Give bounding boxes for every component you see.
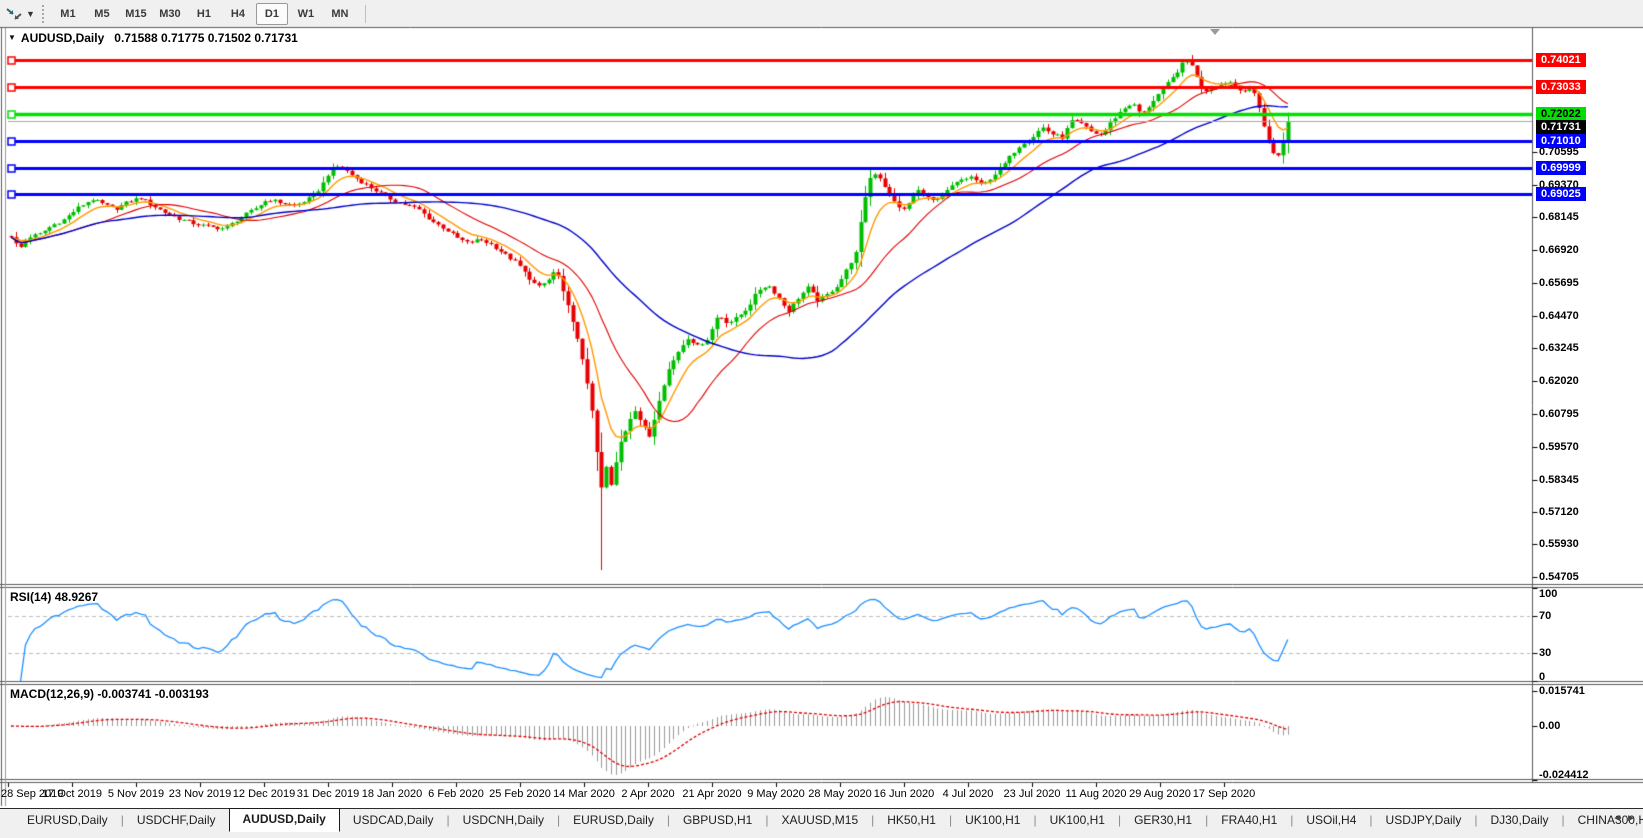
chart-tab-uk100-h1[interactable]: UK100,H1 <box>965 813 1021 827</box>
chart-window: ▼ AUDUSD,Daily 0.71588 0.71775 0.71502 0.7… <box>0 0 1643 808</box>
price-tick-label: 0.66920 <box>1539 244 1579 257</box>
date-tick-label: 16 Jun 2020 <box>873 788 935 800</box>
chart-tab-usdcad-daily[interactable]: USDCAD,Daily <box>352 813 434 827</box>
macd-tick-label: 0.00 <box>1539 720 1561 732</box>
chart-tab-hk50-h1[interactable]: HK50,H1 <box>887 813 936 827</box>
level-price-badge: 0.71010 <box>1536 133 1586 148</box>
chart-ohlc-values: 0.71588 0.71775 0.71502 0.71731 <box>114 31 298 45</box>
chart-tab-usoil-h4[interactable]: USOil,H4 <box>1306 813 1357 827</box>
rsi-tick-label: 70 <box>1539 609 1552 622</box>
chart-tab-fra40-h1[interactable]: FRA40,H1 <box>1221 813 1278 827</box>
chart-tab-eurusd-daily[interactable]: EURUSD,Daily <box>27 813 108 827</box>
date-tick-label: 18 Jan 2020 <box>361 788 423 800</box>
macd-name: MACD(12,26,9) <box>10 687 95 701</box>
tab-separator: | <box>1117 813 1122 827</box>
date-tick-label: 5 Nov 2019 <box>107 788 165 800</box>
tab-separator: | <box>120 813 124 827</box>
price-tick-label: 0.63245 <box>1539 342 1579 355</box>
date-tick-label: 11 Aug 2020 <box>1065 788 1127 800</box>
chart-tab-usdjpy-daily[interactable]: USDJPY,Daily <box>1385 813 1462 827</box>
level-price-badge: 0.69025 <box>1536 186 1586 201</box>
date-tick-label: 31 Dec 2019 <box>296 788 360 800</box>
macd-indicator-label: MACD(12,26,9) -0.003741 -0.003193 <box>10 687 209 701</box>
rsi-tick-label: 30 <box>1539 647 1552 660</box>
chart-canvas[interactable] <box>0 0 1643 808</box>
price-tick-label: 0.68145 <box>1539 211 1579 224</box>
chart-tab-xauusd-m15[interactable]: XAUUSD,M15 <box>781 813 859 827</box>
level-price-badge: 0.69999 <box>1536 160 1586 175</box>
tab-scroll-right-icon[interactable]: ► <box>1626 813 1640 824</box>
date-tick-label: 28 May 2020 <box>808 788 872 800</box>
price-tick-label: 0.59570 <box>1539 440 1579 453</box>
tab-separator: | <box>1561 813 1565 827</box>
tab-separator: | <box>1033 813 1037 827</box>
chart-tab-usdchf-daily[interactable]: USDCHF,Daily <box>136 813 216 827</box>
tab-scroll-left-icon[interactable]: ◄ <box>1612 813 1627 824</box>
chart-title: ▼ AUDUSD,Daily 0.71588 0.71775 0.71502 0.7… <box>8 31 298 45</box>
chart-tab-gbpusd-h1[interactable]: GBPUSD,H1 <box>682 813 753 827</box>
price-axis[interactable]: 0.70595 0.69370 0.68145 0.66920 0.65695 0.644… <box>1536 27 1643 808</box>
macd-tick-label: 0.015741 <box>1539 685 1585 697</box>
chart-tab-uk100-h1[interactable]: UK100,H1 <box>1049 813 1105 827</box>
date-axis[interactable]: 28 Sep 2019 17 Oct 2019 5 Nov 2019 23 Nov 2… <box>0 783 1530 806</box>
price-tick-label: 0.54705 <box>1539 570 1579 583</box>
price-tick-label: 0.55930 <box>1539 538 1579 551</box>
macd-tick-label: -0.024412 <box>1539 769 1589 781</box>
price-tick-label: 0.64470 <box>1539 309 1579 322</box>
date-tick-label: 23 Jul 2020 <box>1003 788 1061 800</box>
chart-collapse-icon[interactable]: ▼ <box>8 33 16 42</box>
date-tick-label: 23 Nov 2019 <box>168 788 232 800</box>
price-tick-label: 0.62020 <box>1539 375 1579 388</box>
date-tick-label: 25 Feb 2020 <box>489 788 551 800</box>
tab-separator: | <box>557 813 561 827</box>
price-tick-label: 0.70595 <box>1539 145 1579 158</box>
date-tick-label: 2 Apr 2020 <box>621 788 675 800</box>
price-tick-label: 0.58345 <box>1539 473 1579 486</box>
level-price-badge: 0.73033 <box>1536 79 1586 94</box>
tab-separator: | <box>1205 813 1209 827</box>
tab-separator: | <box>765 813 769 827</box>
date-tick-label: 4 Jul 2020 <box>942 788 994 800</box>
rsi-tick-label: 100 <box>1539 588 1558 600</box>
price-tick-label: 0.57120 <box>1539 506 1579 519</box>
date-tick-label: 6 Feb 2020 <box>428 788 484 800</box>
tab-separator: | <box>1290 813 1294 827</box>
rsi-name: RSI(14) <box>10 590 52 604</box>
chart-tab-eurusd-daily[interactable]: EURUSD,Daily <box>573 813 654 827</box>
date-tick-label: 9 May 2020 <box>747 788 805 800</box>
price-tick-label: 0.60795 <box>1539 407 1579 420</box>
chart-shift-marker-icon <box>1210 29 1220 35</box>
current-price-badge: 0.71731 <box>1536 120 1586 135</box>
date-tick-label: 17 Sep 2020 <box>1192 788 1256 800</box>
tab-separator: | <box>871 813 875 827</box>
rsi-indicator-label: RSI(14) 48.9267 <box>10 590 98 604</box>
macd-values: -0.003741 -0.003193 <box>97 687 209 701</box>
rsi-tick-label: 0 <box>1539 671 1546 683</box>
date-tick-label: 28 Sep 2019 <box>1 788 64 800</box>
chart-symbol-label: AUDUSD,Daily <box>20 31 105 45</box>
tab-separator: | <box>446 813 450 827</box>
level-price-badge: 0.72022 <box>1536 106 1586 121</box>
date-tick-label: 12 Dec 2019 <box>232 788 296 800</box>
date-tick-label: 14 Mar 2020 <box>553 788 615 800</box>
date-tick-label: 17 Oct 2019 <box>42 788 102 800</box>
chart-tab-audusd-daily[interactable]: AUDUSD,Daily <box>228 808 340 832</box>
chart-tab-dj30-daily[interactable]: DJ30,Daily <box>1490 813 1549 827</box>
tab-separator: | <box>948 813 953 827</box>
tab-separator: | <box>1474 813 1478 827</box>
date-tick-label: 21 Apr 2020 <box>682 788 742 800</box>
chart-tab-usdcnh-daily[interactable]: USDCNH,Daily <box>462 813 545 827</box>
tab-scroll-arrows: ◄► <box>1612 813 1640 824</box>
level-price-badge: 0.74021 <box>1536 53 1586 68</box>
tab-separator: | <box>1369 813 1373 827</box>
tab-separator: | <box>666 813 670 827</box>
chart-tab-bar: EURUSD,Daily | USDCHF,Daily AUDUSD,Daily USD… <box>0 808 1643 832</box>
price-tick-label: 0.65695 <box>1539 276 1579 289</box>
chart-tab-china300-h1[interactable]: CHINA300,H1 <box>1577 813 1643 827</box>
chart-tab-ger30-h1[interactable]: GER30,H1 <box>1134 813 1193 827</box>
rsi-value: 48.9267 <box>54 590 99 604</box>
date-tick-label: 29 Aug 2020 <box>1129 788 1191 800</box>
